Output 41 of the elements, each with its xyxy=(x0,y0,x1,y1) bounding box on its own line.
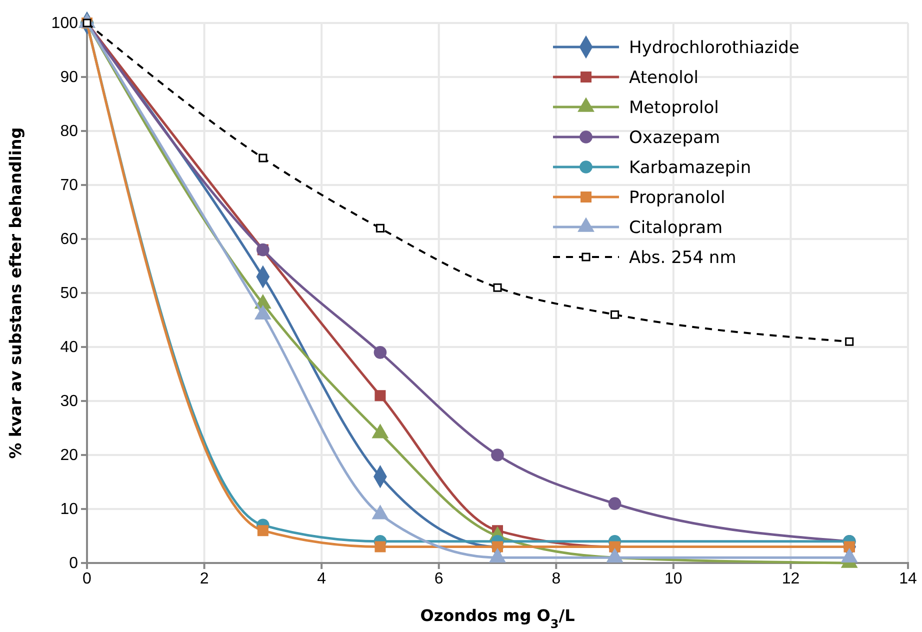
point xyxy=(374,390,386,402)
y-tick-label: 100 xyxy=(51,15,78,32)
y-tick-label: 40 xyxy=(60,339,78,356)
x-tick-label: 2 xyxy=(200,570,209,588)
y-tick-label: 30 xyxy=(60,393,78,410)
y-tick-label: 80 xyxy=(60,123,78,140)
legend-label: Propranolol xyxy=(629,188,726,208)
x-tick-label: 10 xyxy=(664,570,682,588)
legend-label: Atenolol xyxy=(629,68,698,88)
point xyxy=(374,541,386,552)
y-tick-label: 70 xyxy=(60,177,78,194)
point xyxy=(257,525,268,536)
legend-label: Hydrochlorothiazide xyxy=(629,38,800,58)
legend-label: Oxazepam xyxy=(629,128,720,148)
legend-label: Abs. 254 nm xyxy=(629,248,736,268)
x-axis-title: Ozondos mg O$_{3}$/L xyxy=(420,606,575,631)
y-tick-label: 50 xyxy=(60,285,78,302)
y-tick-label: 90 xyxy=(60,69,78,86)
x-tick-label: 12 xyxy=(782,570,800,588)
point xyxy=(845,337,854,346)
y-axis-title: % kvar av substans efter behandling xyxy=(6,127,25,459)
point xyxy=(610,310,620,319)
point xyxy=(491,448,504,462)
legend-label: Metoprolol xyxy=(629,98,719,118)
x-tick-label: 14 xyxy=(899,570,917,588)
x-tick-label: 6 xyxy=(434,570,444,588)
y-tick-label: 10 xyxy=(60,501,78,518)
point xyxy=(258,154,268,162)
y-tick-label: 20 xyxy=(60,447,78,464)
point xyxy=(608,497,622,510)
point xyxy=(492,541,503,552)
x-tick-label: 8 xyxy=(552,570,561,588)
point xyxy=(376,224,384,232)
x-tick-label: 0 xyxy=(82,570,92,588)
y-tick-label: 0 xyxy=(69,555,78,572)
y-tick-label: 60 xyxy=(60,231,78,248)
point xyxy=(493,283,502,292)
x-tick-label: 4 xyxy=(317,570,326,588)
legend-label: Karbamazepin xyxy=(629,158,752,178)
legend-label: Citalopram xyxy=(629,218,723,238)
point xyxy=(374,346,387,359)
